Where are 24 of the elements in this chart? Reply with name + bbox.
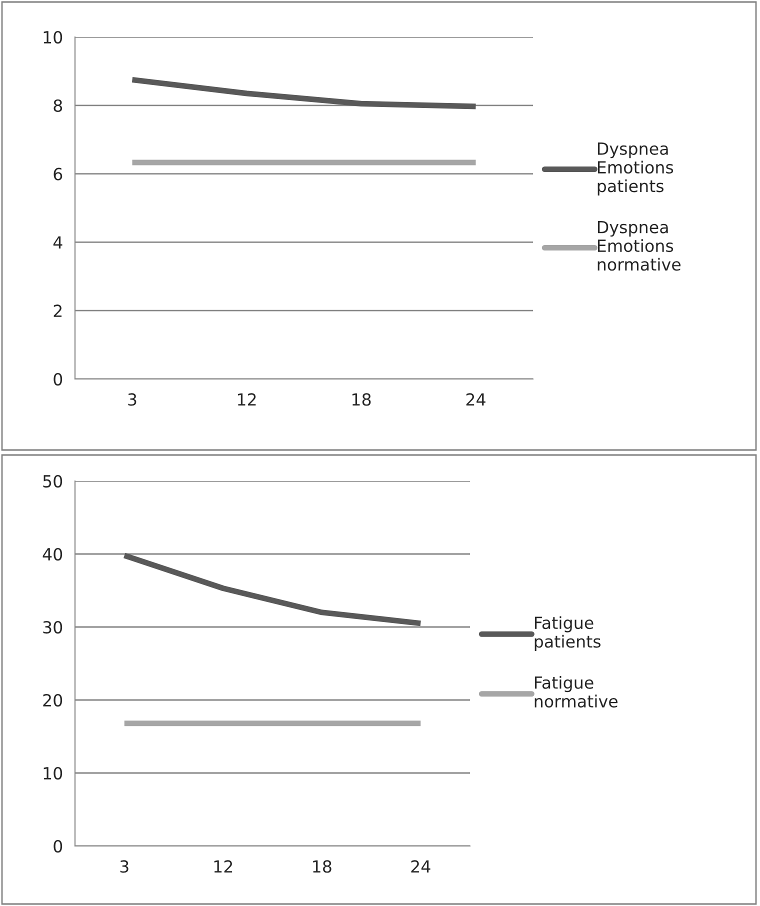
x-tick-label: 3: [128, 393, 136, 406]
y-tick-label: 30: [43, 620, 62, 634]
x-tick-label: 12: [214, 860, 232, 873]
legend-label: Fatigue patients: [534, 616, 601, 651]
y-tick-label: 20: [43, 694, 62, 707]
x-tick-label: 3: [120, 860, 128, 873]
x-tick-label: 18: [313, 860, 332, 873]
y-tick-label: 4: [53, 236, 62, 249]
legend-label: Dyspnea Emotions patients: [598, 142, 674, 196]
y-tick-label: 8: [54, 99, 62, 112]
y-tick-label: 10: [44, 766, 62, 780]
legend-label: Fatigue normative: [534, 676, 618, 708]
x-tick-label: 24: [466, 393, 486, 406]
y-tick-label: 40: [42, 548, 62, 561]
x-tick-label: 24: [411, 860, 430, 873]
legend-label: Dyspnea Emotions normative: [598, 221, 680, 271]
y-tick-label: 0: [54, 372, 62, 386]
y-tick-label: 0: [54, 840, 62, 853]
y-tick-label: 50: [43, 474, 62, 488]
y-tick-label: 2: [54, 304, 62, 317]
x-tick-label: 12: [238, 393, 256, 406]
y-tick-label: 6: [54, 168, 62, 180]
y-tick-label: 10: [44, 30, 62, 44]
x-tick-label: 18: [352, 393, 371, 406]
